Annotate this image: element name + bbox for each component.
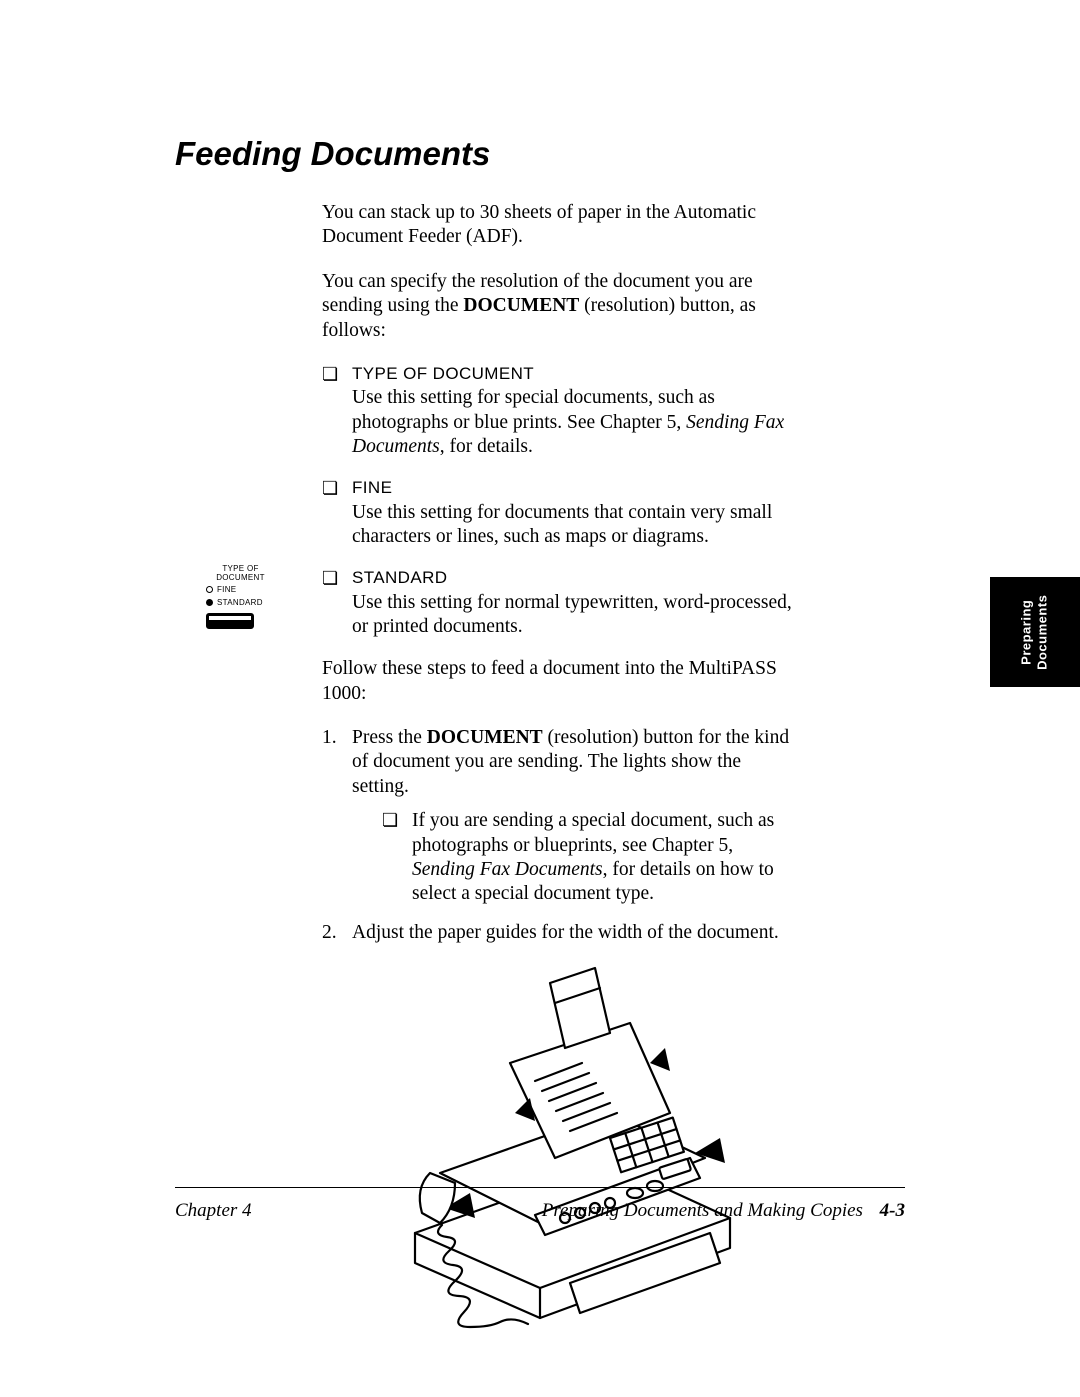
document-button-icon: TYPE OF DOCUMENT FINE STANDARD <box>198 564 283 629</box>
bullet-type-of-document: ❏ TYPE OF DOCUMENT Use this setting for … <box>322 363 797 459</box>
step-2: 2. Adjust the paper guides for the width… <box>322 921 797 945</box>
step2-number: 2. <box>322 921 352 945</box>
fax-machine-illustration <box>360 963 760 1333</box>
icon-standard-label: STANDARD <box>217 598 263 607</box>
icon-fine-label: FINE <box>217 585 236 594</box>
step1-sub-bullet: ❏ If you are sending a special document,… <box>382 809 797 907</box>
bullet2-body: Use this setting for documents that cont… <box>352 502 772 547</box>
page-footer: Chapter 4 Preparing Documents and Making… <box>175 1200 905 1222</box>
step1-sub-a: If you are sending a special document, s… <box>412 810 774 855</box>
bullet-marker-icon: ❏ <box>322 363 352 459</box>
step-1: 1. Press the DOCUMENT (resolution) butto… <box>322 726 797 907</box>
step2-content: Adjust the paper guides for the width of… <box>352 921 797 945</box>
icon-label-2: DOCUMENT <box>198 573 283 582</box>
bullet-standard: ❏ STANDARD Use this setting for normal t… <box>322 567 797 639</box>
bullet2-head: FINE <box>352 477 797 498</box>
bullet-marker-icon: ❏ <box>322 477 352 549</box>
step1-a: Press the <box>352 727 427 748</box>
side-tab-line1: Preparing <box>1019 599 1034 664</box>
bullet1-head: TYPE OF DOCUMENT <box>352 363 797 384</box>
page-heading: Feeding Documents <box>175 135 915 173</box>
step1-number: 1. <box>322 726 352 907</box>
bullet1-b: , for details. <box>440 436 533 457</box>
bullet3-head: STANDARD <box>352 567 797 588</box>
follow-para: Follow these steps to feed a document in… <box>322 657 797 706</box>
footer-rule <box>175 1187 905 1188</box>
footer-chapter: Chapter 4 <box>175 1200 252 1222</box>
bullet-fine: ❏ FINE Use this setting for documents th… <box>322 477 797 549</box>
icon-label-1: TYPE OF <box>198 564 283 573</box>
bullet-marker-icon: ❏ <box>382 809 412 907</box>
footer-title: Preparing Documents and Making Copies <box>542 1200 863 1221</box>
button-graphic-icon <box>206 613 254 629</box>
side-tab-line2: Documents <box>1035 594 1050 669</box>
circle-empty-icon <box>206 586 213 593</box>
bullet-marker-icon: ❏ <box>322 567 352 639</box>
footer-page-number: 4-3 <box>880 1200 905 1221</box>
bullet1-a: Use this setting for special documents, … <box>352 387 715 432</box>
intro-para-1: You can stack up to 30 sheets of paper i… <box>322 201 797 250</box>
chapter-side-tab: Preparing Documents <box>990 577 1080 687</box>
step1-sub-ital: Sending Fax Documents <box>412 859 603 880</box>
intro-para-2: You can specify the resolution of the do… <box>322 270 797 343</box>
bullet3-body: Use this setting for normal typewritten,… <box>352 592 792 637</box>
circle-filled-icon <box>206 599 213 606</box>
intro2-bold: DOCUMENT <box>463 295 579 316</box>
step1-bold: DOCUMENT <box>427 727 543 748</box>
